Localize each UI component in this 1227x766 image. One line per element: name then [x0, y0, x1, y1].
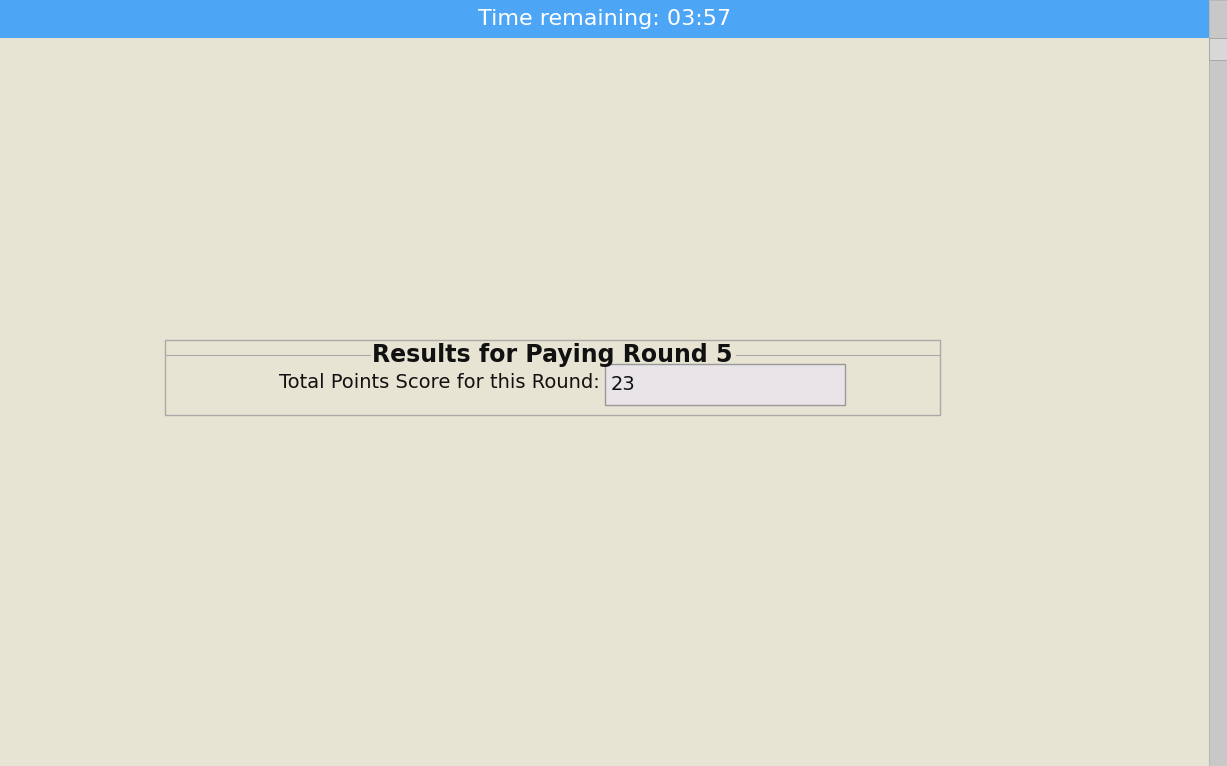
Text: Results for Paying Round 5: Results for Paying Round 5: [372, 343, 733, 367]
Text: 23: 23: [611, 375, 636, 394]
FancyBboxPatch shape: [0, 0, 1209, 38]
Text: Time remaining: 03:57: Time remaining: 03:57: [479, 9, 731, 29]
FancyBboxPatch shape: [1209, 38, 1227, 60]
FancyBboxPatch shape: [1209, 0, 1227, 766]
FancyBboxPatch shape: [164, 340, 940, 415]
Text: Total Points Score for this Round:: Total Points Score for this Round:: [280, 374, 600, 392]
FancyBboxPatch shape: [605, 364, 845, 405]
